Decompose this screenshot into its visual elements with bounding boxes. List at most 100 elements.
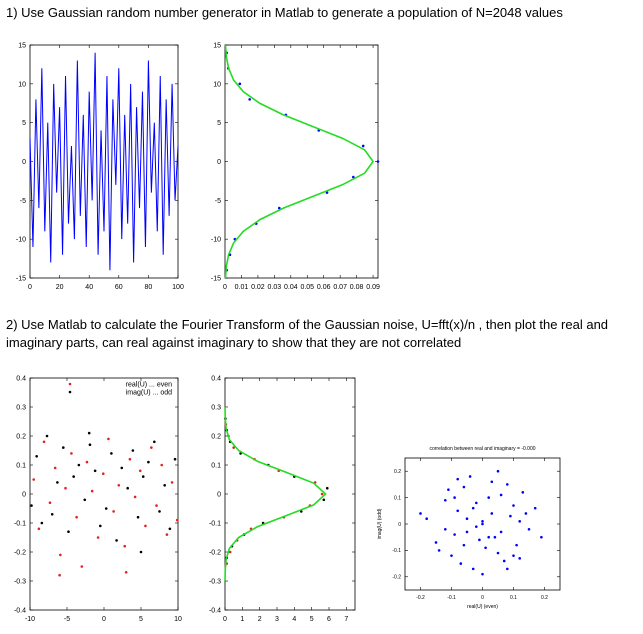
x-tick-label: 0.04 bbox=[284, 284, 298, 291]
y-tick-label: 0.2 bbox=[394, 469, 401, 475]
legend-label: real(U) ... even bbox=[126, 382, 172, 389]
data-point bbox=[144, 524, 147, 528]
data-point bbox=[471, 567, 475, 571]
x-tick-label: 0 bbox=[223, 284, 227, 291]
data-point bbox=[437, 549, 441, 552]
data-point bbox=[101, 472, 105, 476]
data-point bbox=[444, 498, 447, 502]
data-point bbox=[104, 507, 108, 510]
data-point bbox=[96, 536, 100, 539]
data-point bbox=[481, 520, 484, 523]
data-point bbox=[168, 527, 172, 531]
data-point bbox=[462, 543, 466, 547]
y-tick-label: 0.1 bbox=[394, 495, 401, 501]
y-tick-label: 0.4 bbox=[211, 375, 221, 382]
data-line bbox=[29, 52, 179, 271]
y-tick-label: -0.2 bbox=[14, 549, 26, 556]
data-point bbox=[453, 533, 456, 536]
y-tick-label: 0 bbox=[22, 159, 26, 166]
y-tick-label: 0.4 bbox=[16, 375, 26, 382]
data-point bbox=[48, 501, 52, 505]
y-tick-label: 0 bbox=[217, 159, 221, 166]
data-point bbox=[277, 206, 281, 210]
data-point bbox=[87, 431, 91, 435]
x-tick-label: 0.09 bbox=[366, 284, 380, 291]
x-tick-label: 40 bbox=[85, 284, 93, 291]
x-tick-label: 6 bbox=[327, 616, 331, 623]
x-tick-label: 0.08 bbox=[350, 284, 364, 291]
data-point bbox=[361, 144, 365, 148]
data-point bbox=[419, 512, 422, 515]
data-line bbox=[224, 406, 327, 582]
data-point bbox=[45, 434, 49, 438]
data-point bbox=[471, 506, 475, 510]
x-tick-label: 5 bbox=[310, 616, 314, 623]
plot-frame bbox=[29, 377, 179, 611]
data-point bbox=[136, 515, 140, 519]
y-tick-label: 0.1 bbox=[211, 462, 221, 469]
y-tick-label: -5 bbox=[215, 198, 221, 205]
x-tick-label: 0.01 bbox=[235, 284, 249, 291]
data-point bbox=[496, 469, 500, 473]
x-tick-label: 7 bbox=[344, 616, 348, 623]
data-line bbox=[224, 44, 375, 279]
data-point bbox=[53, 466, 57, 470]
data-point bbox=[58, 573, 61, 577]
data-point bbox=[533, 506, 537, 510]
y-tick-label: 0.1 bbox=[16, 462, 26, 469]
y-tick-label: -10 bbox=[16, 237, 26, 244]
data-point bbox=[506, 483, 509, 486]
data-point bbox=[475, 525, 478, 528]
data-point bbox=[147, 460, 150, 464]
x-tick-label: 0.06 bbox=[317, 284, 331, 291]
data-point bbox=[484, 546, 487, 550]
data-point bbox=[40, 521, 44, 525]
legend-label: imag(U) ... odd bbox=[126, 390, 172, 397]
plot-frame bbox=[224, 44, 379, 279]
data-point bbox=[320, 492, 324, 496]
data-point bbox=[175, 518, 179, 522]
data-point bbox=[487, 496, 491, 499]
x-axis-label: real(U) (even) bbox=[467, 604, 498, 610]
x-tick-label: 4 bbox=[292, 616, 296, 623]
data-point bbox=[248, 98, 251, 101]
y-tick-label: -0.1 bbox=[14, 520, 26, 527]
y-tick-label: -0.3 bbox=[209, 578, 221, 585]
y-tick-label: -0.1 bbox=[209, 520, 221, 527]
data-point bbox=[322, 498, 326, 502]
data-point bbox=[88, 443, 92, 447]
data-point bbox=[447, 488, 450, 491]
x-tick-label: 0.07 bbox=[333, 284, 347, 291]
data-point bbox=[499, 530, 503, 534]
data-point bbox=[158, 510, 161, 513]
data-point bbox=[150, 446, 153, 449]
data-point bbox=[30, 504, 33, 507]
data-point bbox=[70, 452, 73, 455]
x-tick-label: 5 bbox=[139, 616, 143, 623]
heading: 2) Use Matlab to calculate the Fourier T… bbox=[6, 317, 609, 350]
data-point bbox=[475, 501, 478, 505]
y-tick-label: 0.3 bbox=[211, 404, 221, 411]
data-point bbox=[131, 449, 135, 452]
data-point bbox=[459, 562, 463, 565]
x-tick-label: 0 bbox=[102, 616, 106, 623]
y-tick-label: -0.4 bbox=[209, 607, 221, 614]
data-point bbox=[465, 530, 469, 534]
data-point bbox=[524, 512, 528, 515]
x-tick-label: 0.05 bbox=[300, 284, 314, 291]
data-point bbox=[59, 553, 62, 557]
x-tick-label: 10 bbox=[174, 616, 182, 623]
y-axis-label: imag(U) (odd) bbox=[377, 508, 383, 539]
x-tick-label: 20 bbox=[56, 284, 64, 291]
data-point bbox=[487, 535, 491, 539]
data-point bbox=[120, 466, 124, 470]
data-point bbox=[85, 460, 89, 464]
data-point bbox=[139, 550, 143, 554]
y-tick-label: -15 bbox=[16, 275, 26, 282]
data-point bbox=[124, 571, 128, 574]
data-point bbox=[502, 559, 506, 563]
data-point bbox=[72, 475, 75, 478]
data-point bbox=[126, 486, 129, 490]
